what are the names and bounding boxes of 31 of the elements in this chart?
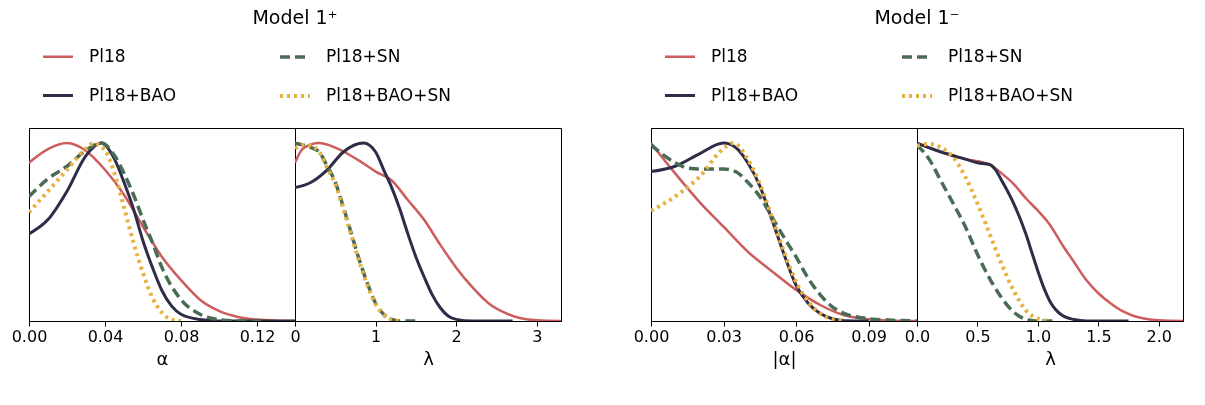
x-axis-title: α (156, 347, 169, 369)
chart-title: Model 1⁻ (874, 6, 960, 28)
x-tick-label: 0 (290, 326, 301, 346)
legend-label: Pl18+SN (948, 46, 1023, 66)
legend-label: Pl18+BAO+SN (326, 85, 451, 105)
legend-label: Pl18+BAO (89, 84, 177, 105)
x-tick-label: 3 (532, 326, 543, 346)
x-axis-title: λ (423, 347, 435, 369)
x-tick-label: 0.00 (11, 326, 48, 346)
x-axis-title: |α| (772, 347, 797, 369)
legend-label: Pl18+BAO (711, 84, 799, 105)
x-tick-label: 2.0 (1146, 326, 1173, 346)
x-tick-label: 0.00 (633, 326, 670, 346)
legend-label: Pl18+SN (326, 46, 401, 66)
x-tick-label: 0.08 (163, 326, 200, 346)
x-tick-label: 1.0 (1025, 326, 1052, 346)
x-tick-label: 0.12 (239, 326, 276, 346)
x-tick-label: 2 (451, 326, 462, 346)
x-tick-label: 1.5 (1086, 326, 1112, 346)
x-tick-label: 0.09 (851, 326, 887, 346)
x-axis-title: λ (1045, 347, 1057, 369)
legend-label: Pl18+BAO+SN (948, 85, 1073, 105)
x-tick-label: 0.04 (87, 326, 124, 346)
chart-title: Model 1⁺ (252, 6, 338, 28)
legend-label: Pl18 (89, 45, 126, 66)
x-tick-label: 0.0 (904, 326, 931, 346)
legend-label: Pl18 (711, 45, 748, 66)
x-tick-label: 0.5 (965, 326, 991, 346)
x-tick-label: 0.03 (706, 326, 742, 346)
x-tick-label: 1 (371, 326, 382, 346)
x-tick-label: 0.06 (778, 326, 815, 346)
